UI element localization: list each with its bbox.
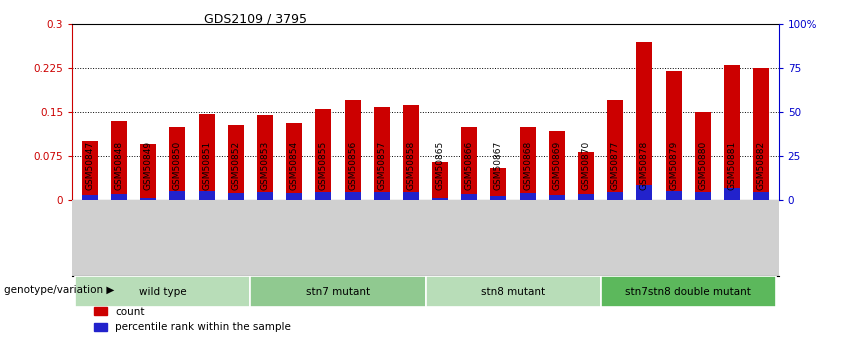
Bar [198,114,214,200]
Bar [111,121,127,200]
Bar [316,109,331,200]
Bar [374,107,390,200]
Bar [520,193,535,200]
Bar [374,193,390,200]
Bar [111,194,127,200]
Bar [286,193,302,200]
Text: stn8 mutant: stn8 mutant [481,287,545,296]
Bar [228,125,243,200]
Bar [257,115,273,200]
Bar [578,194,594,200]
Bar [316,193,331,200]
Bar [665,191,682,200]
Bar [82,141,98,200]
Bar [724,65,740,200]
Bar [169,191,186,200]
Bar [724,188,740,200]
Bar [753,193,769,200]
Text: wild type: wild type [139,287,186,296]
Text: stn7 mutant: stn7 mutant [306,287,370,296]
Bar [140,144,157,200]
Bar [169,127,186,200]
Bar [608,100,623,200]
Bar [601,276,776,307]
Bar [549,195,565,200]
Bar [228,193,243,200]
Bar [637,186,653,200]
Text: GDS2109 / 3795: GDS2109 / 3795 [203,12,307,25]
Text: genotype/variation ▶: genotype/variation ▶ [4,285,115,295]
Bar [549,131,565,200]
Bar [75,276,250,307]
Bar [520,127,535,200]
Bar [140,198,157,200]
Bar [694,193,711,200]
Bar [578,152,594,200]
Bar [490,196,506,200]
Text: stn7stn8 double mutant: stn7stn8 double mutant [625,287,751,296]
Bar [432,198,448,200]
Bar [637,42,653,200]
Bar [461,194,477,200]
Bar [82,195,98,200]
Bar [426,276,601,307]
Bar [403,193,419,200]
Bar [403,105,419,200]
Bar [608,193,623,200]
Bar [753,68,769,200]
Bar [345,193,361,200]
Bar [694,112,711,200]
Bar [250,276,426,307]
Bar [286,123,302,200]
Bar [461,127,477,200]
Bar [198,191,214,200]
Bar [432,162,448,200]
Bar [257,193,273,200]
Bar [490,168,506,200]
Legend: count, percentile rank within the sample: count, percentile rank within the sample [90,303,295,336]
Bar [665,71,682,200]
Bar [345,100,361,200]
